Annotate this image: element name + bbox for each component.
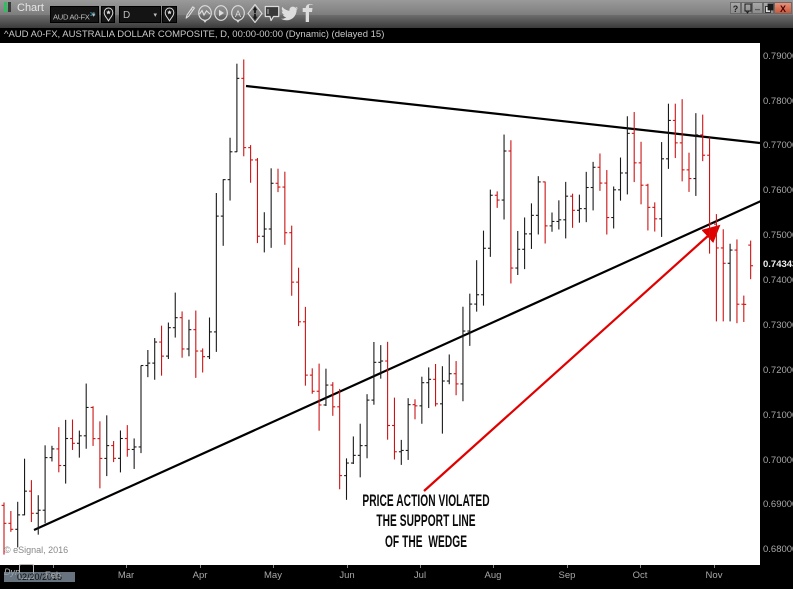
svg-text:A: A bbox=[235, 9, 241, 19]
